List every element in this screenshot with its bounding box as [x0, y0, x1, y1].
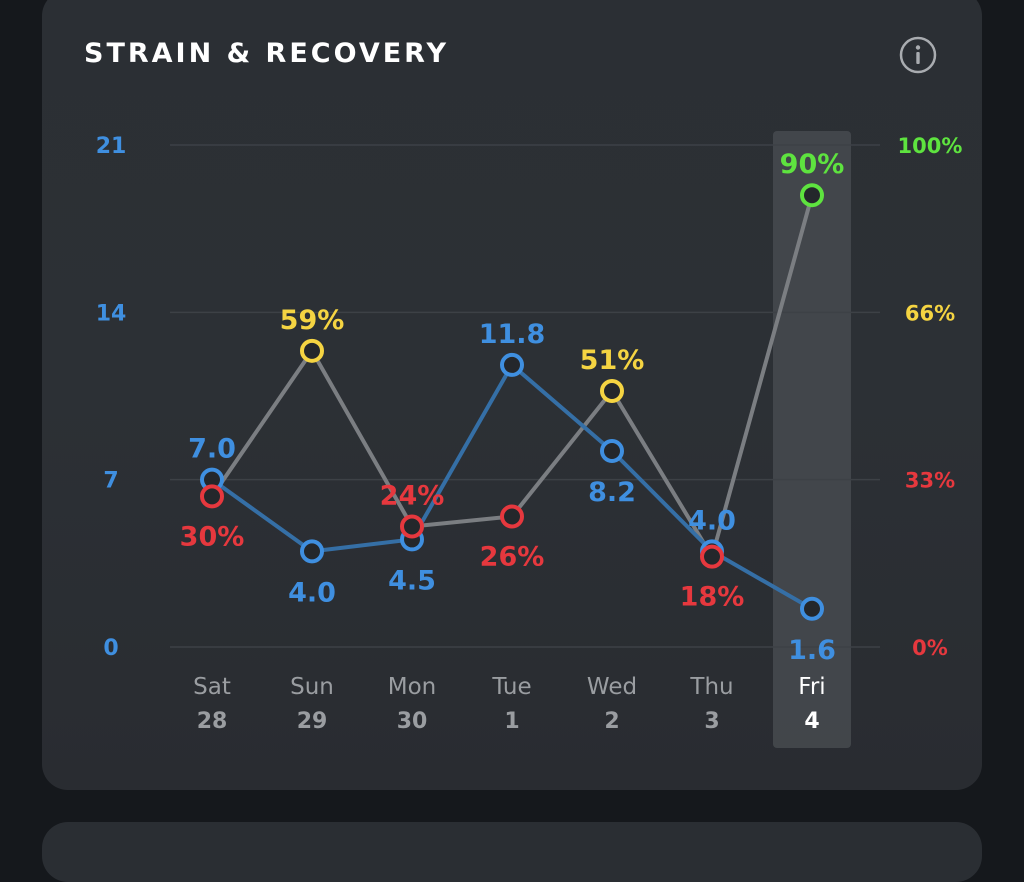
strain-data-label: 4.0 [288, 577, 336, 608]
recovery-data-label: 30% [180, 521, 245, 552]
strain-recovery-chart: 21 14 7 0 100% 66% 33% 0% Sat 28 Sun 29 Mon 30 Tue 1 Wed… [96, 131, 963, 748]
x-axis-day-label: Fri [798, 674, 825, 700]
recovery-data-label: 18% [680, 582, 745, 613]
strain-data-label: 7.0 [188, 434, 236, 465]
card-title: STRAIN & RECOVERY [84, 38, 450, 69]
strain-data-label: 1.6 [788, 635, 836, 666]
info-icon [899, 36, 937, 74]
x-axis-date-label: 2 [604, 709, 619, 734]
strain-point [500, 352, 524, 377]
x-axis-day-label: Tue [491, 674, 531, 700]
x-axis-date-label: 3 [704, 709, 719, 734]
left-axis-tick-label: 7 [103, 469, 118, 494]
right-axis-tick-label: 0% [912, 636, 948, 660]
recovery-point [200, 484, 224, 509]
left-axis-tick-label: 0 [103, 636, 118, 661]
strain-data-label: 8.2 [588, 477, 636, 508]
strain-point [800, 596, 824, 621]
recovery-data-label: 90% [780, 149, 845, 180]
x-axis-date-label: 4 [804, 709, 819, 734]
recovery-data-label: 26% [480, 541, 545, 572]
recovery-data-label: 24% [380, 481, 445, 512]
selected-day-highlight [773, 131, 851, 748]
recovery-data-label: 51% [580, 345, 645, 376]
x-axis-date-label: 1 [504, 709, 519, 734]
strain-data-label: 11.8 [479, 319, 546, 350]
recovery-point [300, 338, 324, 363]
recovery-point [500, 504, 524, 529]
recovery-point [800, 183, 824, 208]
strain-point [600, 438, 624, 463]
x-axis-date-label: 28 [197, 709, 228, 734]
x-axis-day-label: Wed [587, 674, 637, 700]
right-axis-tick-label: 33% [905, 469, 955, 493]
x-axis-day-label: Sat [193, 674, 231, 700]
recovery-point [700, 544, 724, 569]
right-axis-tick-label: 100% [898, 134, 963, 158]
x-axis-day-label: Thu [689, 674, 733, 700]
info-button[interactable] [899, 36, 937, 74]
recovery-data-label: 59% [280, 305, 345, 336]
x-axis-date-label: 29 [297, 709, 328, 734]
x-axis-day-label: Sun [290, 674, 334, 700]
strain-data-label: 4.5 [388, 565, 436, 596]
strain-point [300, 539, 324, 564]
recovery-point [600, 378, 624, 403]
left-axis-tick-label: 21 [96, 134, 127, 159]
x-axis-date-label: 30 [397, 709, 428, 734]
recovery-point [400, 514, 424, 539]
right-axis-tick-label: 66% [905, 301, 955, 325]
left-axis-tick-label: 14 [96, 301, 127, 326]
x-axis-day-label: Mon [388, 674, 437, 700]
strain-data-label: 4.0 [688, 505, 736, 536]
